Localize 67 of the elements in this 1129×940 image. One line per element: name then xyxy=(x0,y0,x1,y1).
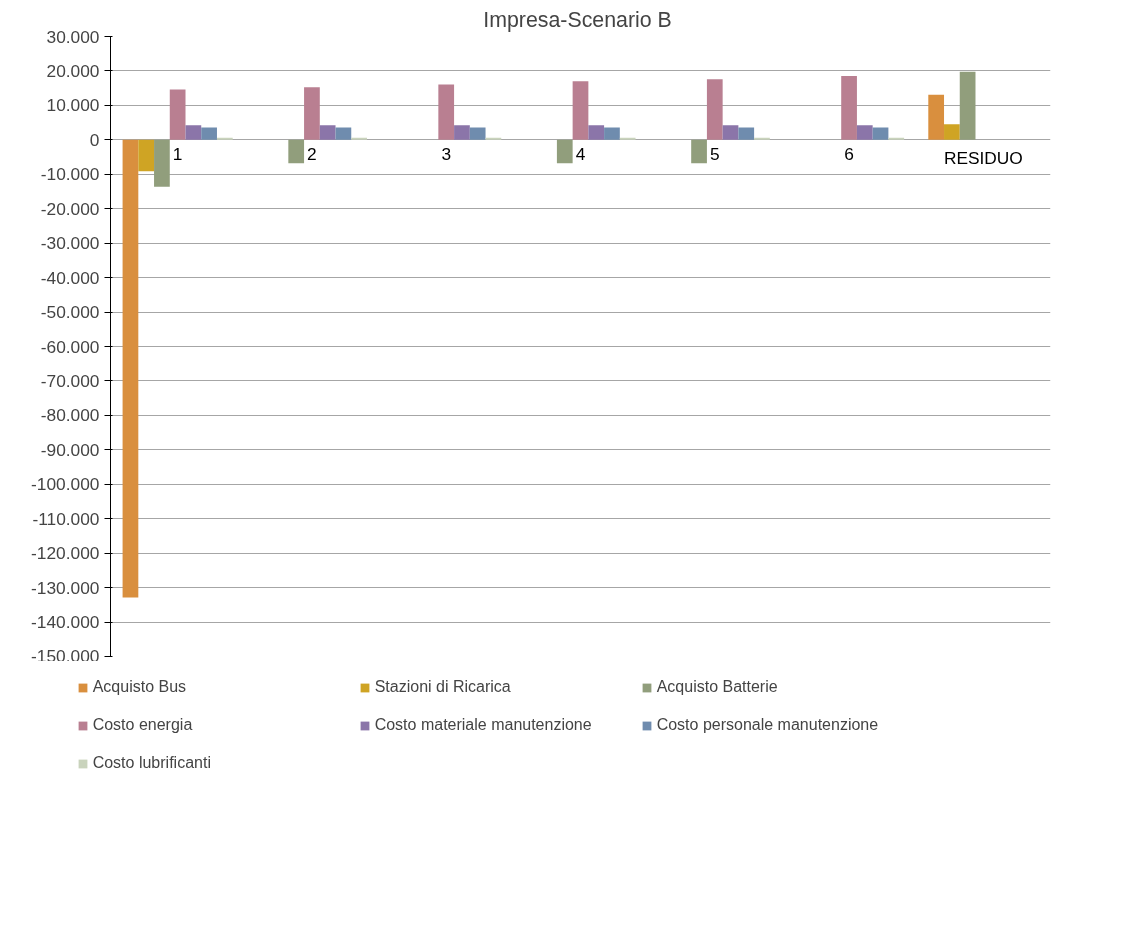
y-tick-label: -90.000 xyxy=(40,439,100,460)
y-tick-label: -140.000 xyxy=(31,612,100,633)
x-tick-label: 6 xyxy=(844,143,854,164)
bar xyxy=(928,94,945,140)
y-tick-label: -120.000 xyxy=(31,543,100,564)
legend-label: Acquisto Batterie xyxy=(656,678,779,696)
bar xyxy=(738,127,755,140)
bar xyxy=(454,125,470,140)
bar xyxy=(888,137,905,140)
y-tick-label: 0 xyxy=(89,129,100,150)
bar xyxy=(319,125,336,140)
bar xyxy=(856,125,873,140)
bar xyxy=(138,139,155,172)
bar xyxy=(959,71,976,140)
legend-label: Acquisto Bus xyxy=(92,678,188,696)
bar xyxy=(572,81,589,140)
x-tick-label: 2 xyxy=(307,143,317,164)
bar xyxy=(872,127,889,140)
x-tick-label: 1 xyxy=(172,143,183,164)
bar xyxy=(351,137,367,140)
y-tick-label: -110.000 xyxy=(32,508,100,529)
y-tick-label: -40.000 xyxy=(40,267,100,288)
y-tick-label: -60.000 xyxy=(40,336,100,357)
legend-label: Costo materiale manutenzione xyxy=(374,716,593,734)
legend-label: Stazioni di Ricarica xyxy=(374,678,512,696)
y-tick-label: 30.000 xyxy=(46,26,100,47)
bar xyxy=(154,139,170,187)
bar xyxy=(841,76,857,140)
bar xyxy=(485,137,502,140)
legend-label: Costo energia xyxy=(92,716,194,734)
bar xyxy=(722,125,739,140)
bar xyxy=(335,127,352,140)
x-tick-label: 4 xyxy=(575,143,586,164)
bar xyxy=(619,137,636,140)
y-tick-label: 10.000 xyxy=(46,95,100,116)
chart-title: Impresa-Scenario B xyxy=(483,7,672,32)
bar xyxy=(438,84,455,140)
y-tick-label: -20.000 xyxy=(40,198,100,219)
bar xyxy=(706,79,723,140)
y-tick-label: -50.000 xyxy=(40,302,100,323)
legend-label: Costo lubrificanti xyxy=(92,754,212,772)
y-tick-label: -10.000 xyxy=(40,164,100,185)
y-tick-label: -150.000 xyxy=(31,645,100,666)
bar xyxy=(754,137,770,140)
y-tick-label: -100.000 xyxy=(31,474,100,495)
x-tick-label: RESIDUO xyxy=(943,147,1023,168)
legend-label: Costo personale manutenzione xyxy=(656,716,880,734)
bar xyxy=(201,127,217,140)
bar xyxy=(588,125,605,140)
y-tick-label: -70.000 xyxy=(40,370,100,391)
bar xyxy=(169,89,186,140)
x-tick-label: 5 xyxy=(709,143,720,164)
bar xyxy=(288,139,305,164)
bar xyxy=(469,127,486,140)
y-tick-label: 20.000 xyxy=(46,60,100,81)
bar xyxy=(944,124,960,140)
bar xyxy=(185,125,202,140)
y-tick-label: -80.000 xyxy=(40,405,100,426)
y-tick-label: -30.000 xyxy=(40,233,100,254)
bar xyxy=(691,139,707,164)
bar xyxy=(304,87,320,140)
x-tick-label: 3 xyxy=(441,143,452,164)
bar xyxy=(604,127,620,140)
bar xyxy=(122,139,139,598)
y-tick-label: -130.000 xyxy=(31,577,100,598)
bar xyxy=(216,137,233,140)
bar xyxy=(556,139,573,164)
